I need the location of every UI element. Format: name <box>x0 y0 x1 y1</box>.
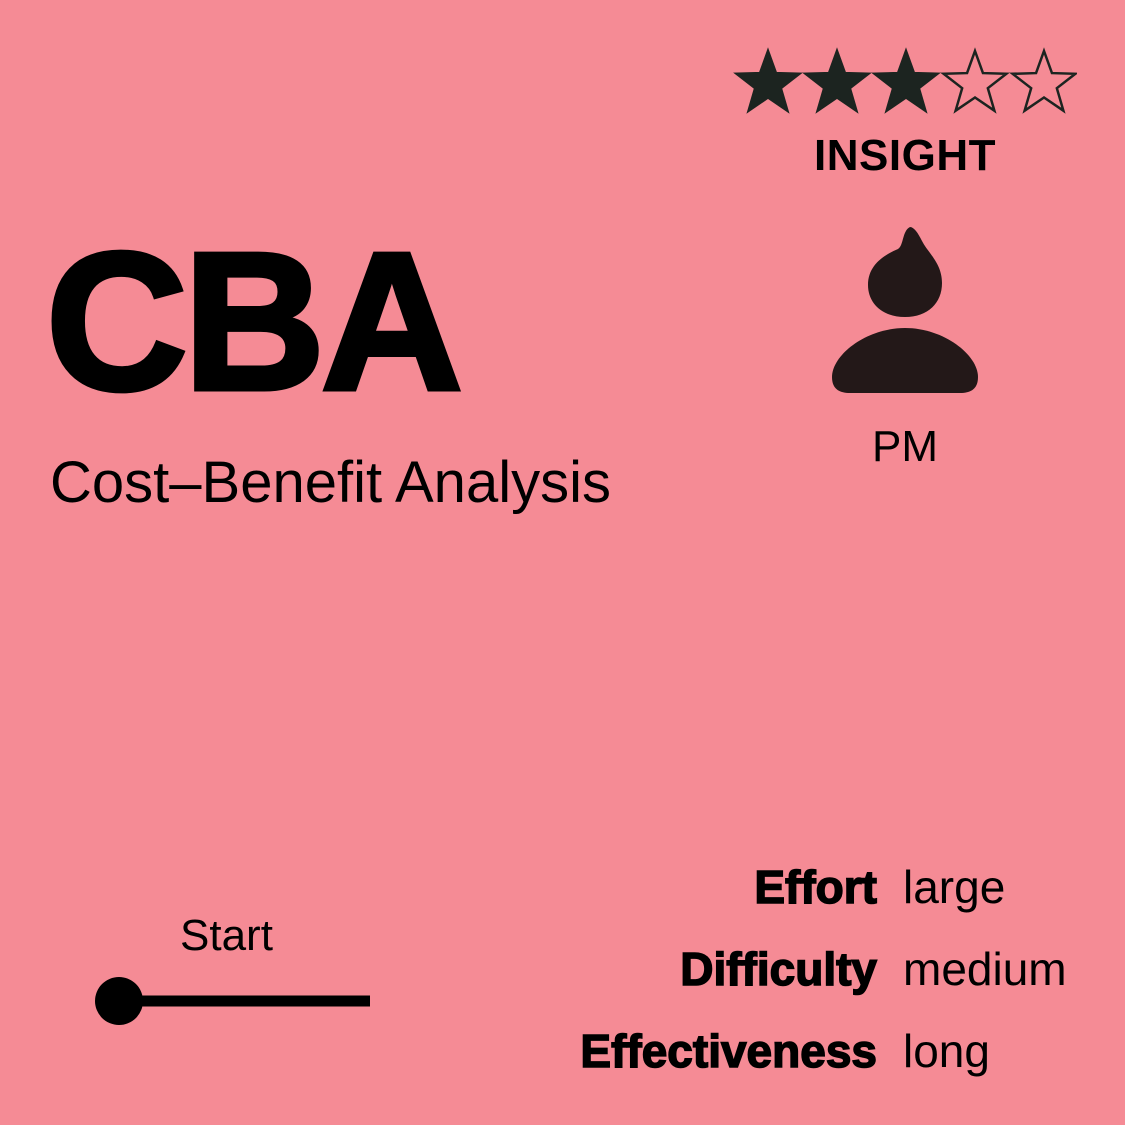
star-filled-icon <box>802 47 872 114</box>
stage-marker <box>95 977 143 1025</box>
metric-row-effectiveness: Effectiveness long <box>477 1022 1077 1104</box>
metric-label: Difficulty <box>679 942 877 996</box>
metric-value: medium <box>903 943 1067 995</box>
metric-row-effort: Effort large <box>477 858 1077 940</box>
star-rating <box>733 47 1077 114</box>
stage-label: Start <box>180 911 273 960</box>
star-outline-icon <box>940 47 1010 114</box>
star-filled-icon <box>871 47 941 114</box>
category-label: INSIGHT <box>814 131 996 180</box>
role-label: PM <box>872 422 938 471</box>
metric-label: Effort <box>754 860 878 914</box>
star-filled-icon <box>733 47 803 114</box>
stage-indicator <box>95 977 370 1025</box>
star-outline-icon <box>1009 47 1077 114</box>
method-full-name: Cost–Benefit Analysis <box>50 450 611 515</box>
method-abbreviation: CBA <box>44 212 466 431</box>
metric-value: long <box>903 1025 990 1077</box>
metric-row-difficulty: Difficulty medium <box>477 940 1077 1022</box>
metric-value: large <box>903 861 1006 913</box>
metric-label: Effectiveness <box>580 1024 878 1078</box>
metrics-table: Effort large Difficulty medium Effective… <box>477 858 1077 1104</box>
person-icon <box>832 227 978 393</box>
